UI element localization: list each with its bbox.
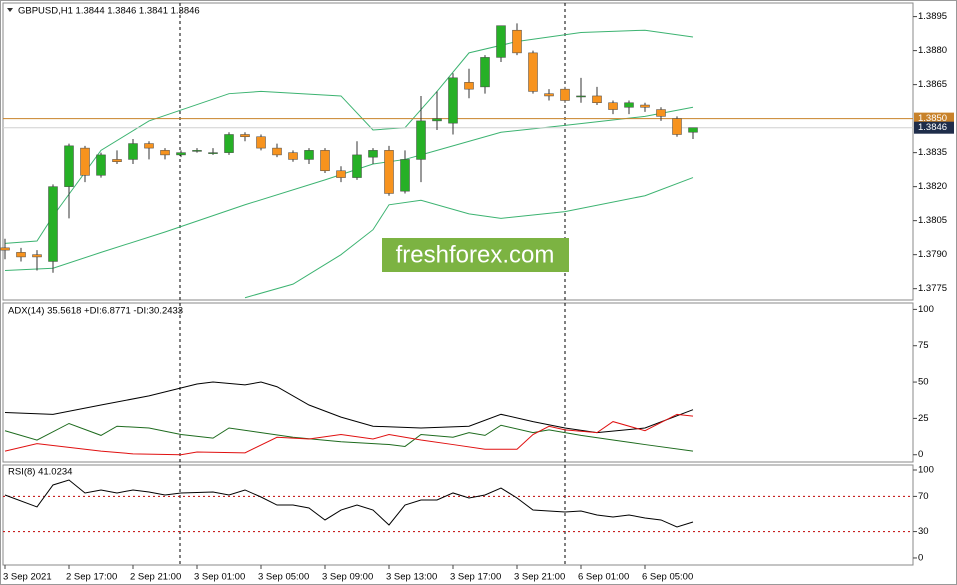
rsi-pane: [2, 464, 914, 566]
x-tick-label: 2 Sep 21:00: [130, 572, 181, 583]
candle-body: [304, 150, 314, 160]
x-tick-label: 3 Sep 21:00: [514, 572, 565, 583]
candle-body: [528, 52, 538, 92]
candle-body: [400, 159, 410, 192]
y-tick-label: 75: [918, 340, 929, 351]
y-tick-label: 100: [918, 304, 934, 315]
price-line-label: 1.3850: [918, 113, 947, 124]
y-tick-label: 1.3835: [918, 147, 947, 158]
price-pane: [2, 2, 914, 301]
candle-body: [432, 118, 442, 122]
y-tick-label: 1.3895: [918, 11, 947, 22]
x-tick-label: 3 Sep 05:00: [258, 572, 309, 583]
candle-body: [112, 159, 122, 162]
candle-body: [448, 77, 458, 124]
x-tick-label: 3 Sep 01:00: [194, 572, 245, 583]
candle-body: [240, 134, 250, 138]
y-tick-label: 1.3790: [918, 249, 947, 260]
candle-body: [336, 170, 346, 178]
price-line-tag: [914, 112, 954, 125]
candle-body: [512, 29, 522, 54]
candle-body: [608, 102, 618, 110]
candle-body: [592, 95, 602, 104]
y-tick-label: 1.3880: [918, 45, 947, 56]
candle-body: [480, 57, 490, 88]
candle-body: [208, 152, 218, 154]
candle-body: [176, 152, 186, 156]
x-tick-label: 3 Sep 2021: [3, 572, 52, 583]
candle-body: [48, 186, 58, 262]
x-tick-label: 3 Sep 09:00: [322, 572, 373, 583]
indicator-line: [4, 413, 694, 456]
band-line: [244, 177, 694, 299]
indicator-line: [4, 422, 694, 452]
candle-body: [160, 150, 170, 156]
candle-body: [576, 95, 586, 98]
candle-body: [464, 82, 474, 90]
watermark-box: [382, 238, 569, 272]
candle-body: [0, 247, 10, 251]
candle-body: [656, 109, 666, 117]
watermark: freshforex.com: [396, 241, 555, 268]
y-tick-label: 1.3820: [918, 181, 947, 192]
candle-body: [128, 143, 138, 160]
candle-body: [352, 154, 362, 178]
y-tick-label: 25: [918, 413, 929, 424]
x-tick-label: 2 Sep 17:00: [66, 572, 117, 583]
candle-body: [496, 25, 506, 58]
price-title: GBPUSD,H1 1.3844 1.3846 1.3841 1.3846: [18, 6, 200, 17]
candle-body: [272, 147, 282, 156]
adx-title: ADX(14) 35.5618 +DI:6.8771 -DI:30.2433: [8, 306, 183, 317]
candle-body: [672, 118, 682, 135]
candle-body: [224, 134, 234, 153]
y-tick-label: 50: [918, 377, 929, 388]
y-tick-label: 1.3865: [918, 79, 947, 90]
candle-body: [544, 93, 554, 97]
candle-body: [624, 102, 634, 108]
y-tick-label: 0: [918, 449, 923, 460]
candle-body: [320, 150, 330, 172]
candle-body: [560, 88, 570, 101]
last-price-label: 1.3846: [918, 122, 947, 133]
candle-body: [16, 252, 26, 258]
y-tick-label: 30: [918, 526, 929, 537]
y-tick-label: 100: [918, 465, 934, 476]
indicator-line: [4, 479, 694, 528]
menu-icon: [7, 8, 13, 12]
rsi-title: RSI(8) 41.0234: [8, 467, 72, 478]
candle-body: [80, 147, 90, 176]
candle-body: [96, 154, 106, 176]
y-tick-label: 0: [918, 552, 923, 563]
candle-body: [368, 150, 378, 158]
x-tick-label: 3 Sep 17:00: [450, 572, 501, 583]
x-tick-label: 3 Sep 13:00: [386, 572, 437, 583]
candle-body: [384, 150, 394, 194]
candle-body: [64, 145, 74, 187]
candle-body: [688, 127, 698, 133]
x-tick-label: 6 Sep 01:00: [578, 572, 629, 583]
candle-body: [416, 120, 426, 160]
band-line: [4, 29, 694, 244]
candle-body: [256, 136, 266, 149]
last-price-tag: [914, 121, 954, 134]
candle-body: [192, 150, 202, 152]
indicator-line: [4, 381, 694, 434]
candle-body: [32, 254, 42, 258]
y-tick-label: 1.3805: [918, 215, 947, 226]
x-tick-label: 6 Sep 05:00: [642, 572, 693, 583]
candle-body: [288, 152, 298, 160]
candle-body: [144, 143, 154, 149]
y-tick-label: 1.3775: [918, 283, 947, 294]
candle-body: [640, 104, 650, 108]
y-tick-label: 70: [918, 491, 929, 502]
